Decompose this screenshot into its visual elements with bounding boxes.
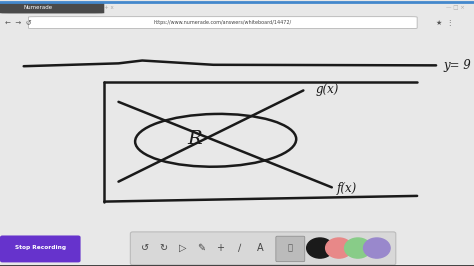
FancyBboxPatch shape: [0, 2, 104, 14]
FancyBboxPatch shape: [130, 232, 396, 265]
Text: ←  →  ↺: ← → ↺: [5, 20, 31, 26]
Text: — □ ×: — □ ×: [446, 5, 465, 10]
Text: A: A: [257, 243, 264, 253]
Text: ⛰: ⛰: [288, 244, 292, 252]
Text: g(x): g(x): [315, 82, 338, 95]
FancyBboxPatch shape: [0, 235, 81, 262]
Text: y= 9: y= 9: [443, 59, 471, 72]
Circle shape: [364, 238, 390, 258]
FancyBboxPatch shape: [28, 17, 417, 28]
Circle shape: [345, 238, 371, 258]
Text: https://www.numerade.com/answers/whiteboard/14472/: https://www.numerade.com/answers/whitebo…: [154, 20, 292, 25]
Text: ★  ⋮: ★ ⋮: [436, 20, 454, 26]
Text: ▷: ▷: [179, 243, 186, 253]
Circle shape: [307, 238, 333, 258]
Text: ✎: ✎: [197, 243, 206, 253]
Text: ↺: ↺: [140, 243, 149, 253]
Circle shape: [326, 238, 352, 258]
Text: + x: + x: [104, 5, 114, 10]
Text: Numerade: Numerade: [24, 5, 53, 10]
Text: ↻: ↻: [159, 243, 168, 253]
Text: Stop Recording: Stop Recording: [15, 245, 66, 250]
Text: f(x): f(x): [337, 182, 357, 195]
FancyBboxPatch shape: [276, 236, 305, 262]
Text: +: +: [217, 243, 224, 253]
Text: R: R: [187, 130, 201, 148]
Text: ∕: ∕: [238, 243, 241, 253]
